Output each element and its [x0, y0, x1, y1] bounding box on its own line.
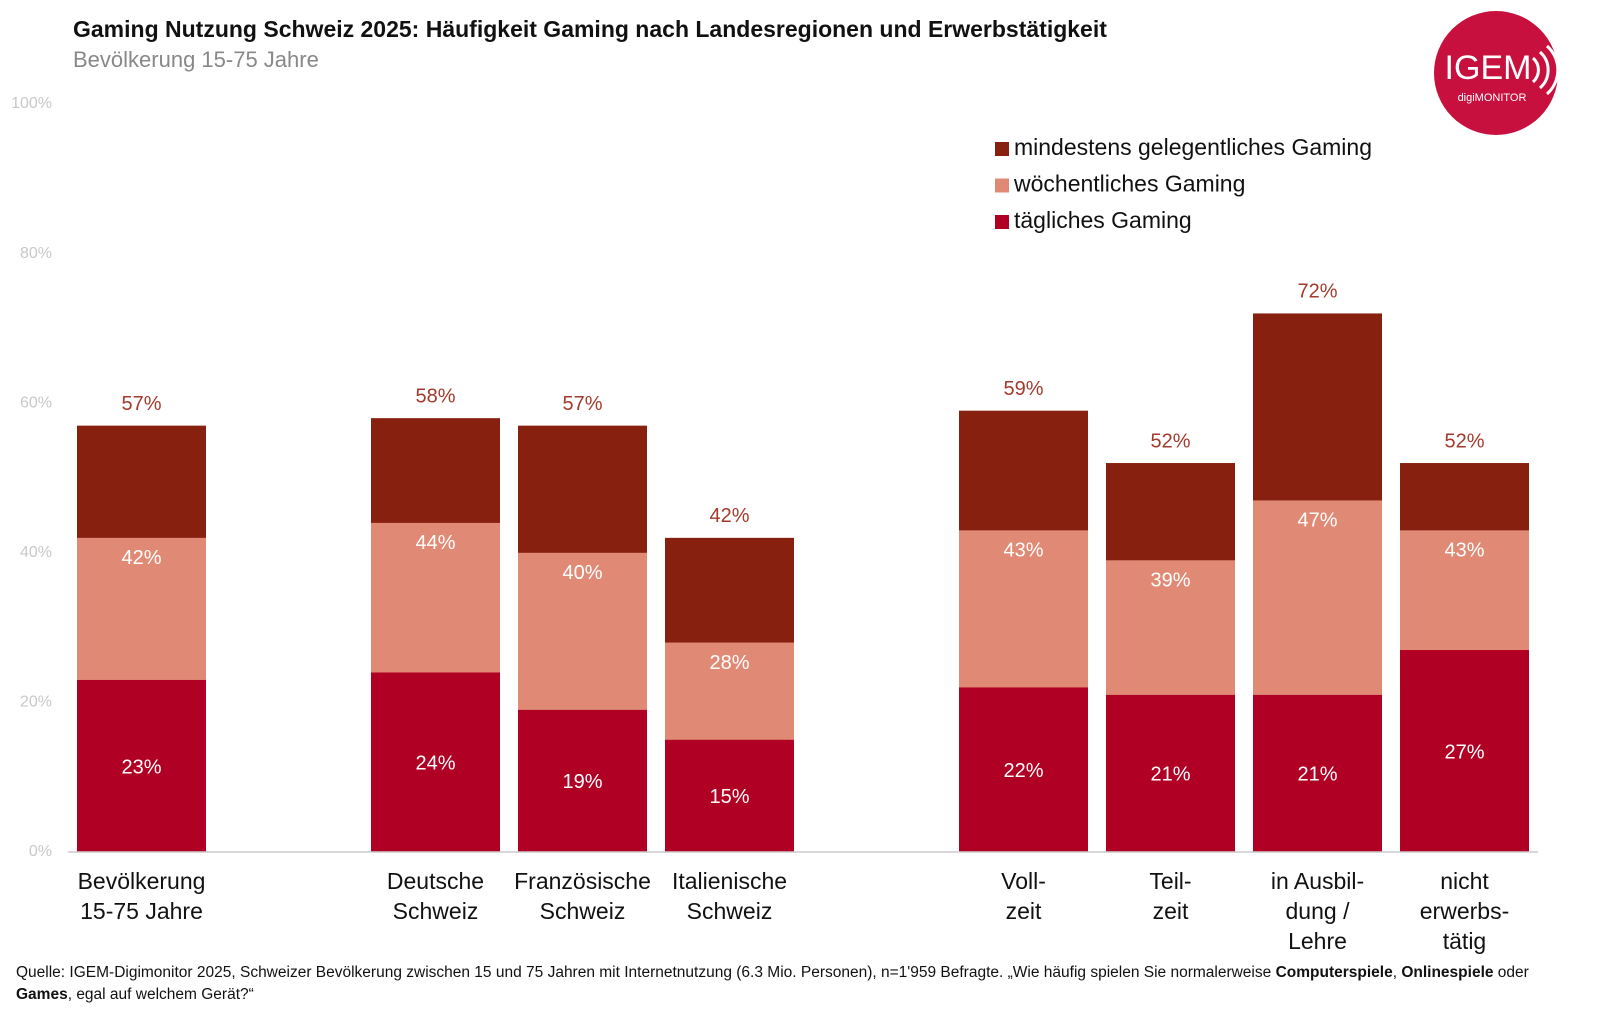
legend-swatch: [995, 178, 1009, 193]
value-label: 72%: [1297, 281, 1337, 303]
bar: [77, 679, 206, 852]
value-label: 52%: [1444, 430, 1484, 452]
source-part: ,: [1392, 964, 1402, 981]
source-part: Computerspiele: [1275, 964, 1393, 981]
bar: [1400, 650, 1529, 852]
x-tick-label: in Ausbil- dung / Lehre: [1270, 868, 1365, 954]
source-part: , egal auf welchem Gerät?“: [67, 986, 254, 1003]
value-label: 28%: [709, 652, 749, 674]
x-tick-label: Deutsche Schweiz: [386, 868, 485, 924]
x-tick-label: Italienische Schweiz: [671, 868, 788, 924]
x-tick-label: Französische Schweiz: [514, 868, 651, 924]
y-tick-label: 60%: [20, 394, 52, 411]
bar: [665, 739, 794, 852]
source-note: Quelle: IGEM-Digimonitor 2025, Schweizer…: [16, 962, 1551, 1006]
value-label: 47%: [1297, 510, 1337, 532]
bar: [1106, 694, 1235, 852]
source-part: Quelle: IGEM-Digimonitor 2025, Schweizer…: [16, 964, 1276, 981]
value-label: 22%: [1003, 760, 1043, 782]
x-tick-label: Bevölkerung 15-75 Jahre: [77, 868, 206, 924]
value-label: 19%: [562, 771, 602, 793]
source-part: Games: [16, 986, 68, 1003]
y-tick-label: 40%: [20, 544, 52, 561]
bar: [1253, 694, 1382, 852]
logo-subtext: digiMONITOR: [1458, 92, 1527, 104]
value-label: 27%: [1444, 741, 1484, 763]
value-label: 42%: [121, 547, 161, 569]
y-tick-label: 20%: [20, 694, 52, 711]
chart-title: Gaming Nutzung Schweiz 2025: Häufigkeit …: [73, 16, 1107, 42]
y-tick-label: 100%: [11, 95, 52, 112]
value-label: 57%: [121, 393, 161, 415]
value-label: 44%: [415, 532, 455, 554]
legend-label: wöchentliches Gaming: [1013, 171, 1245, 197]
value-label: 21%: [1150, 764, 1190, 786]
y-tick-label: 0%: [29, 843, 52, 860]
source-part: Onlinespiele: [1401, 964, 1494, 981]
chart-subtitle: Bevölkerung 15-75 Jahre: [73, 47, 319, 72]
logo-waves: [1531, 44, 1560, 96]
value-label: 23%: [121, 756, 161, 778]
value-label: 42%: [709, 505, 749, 527]
x-tick-label: nicht erwerbs- tätig: [1419, 868, 1510, 954]
value-label: 40%: [562, 562, 602, 584]
value-label: 58%: [415, 385, 455, 407]
value-label: 21%: [1297, 764, 1337, 786]
value-label: 24%: [415, 753, 455, 775]
bar: [518, 709, 647, 852]
legend-swatch: [995, 215, 1009, 229]
bar: [959, 687, 1088, 852]
value-label: 39%: [1150, 570, 1190, 592]
source-part: oder: [1493, 964, 1529, 981]
logo-text: IGEM: [1445, 49, 1532, 87]
value-label: 43%: [1003, 540, 1043, 562]
x-tick-label: Teil- zeit: [1149, 868, 1192, 924]
logo: IGEM digiMONITOR: [1434, 11, 1560, 135]
value-label: 52%: [1150, 430, 1190, 452]
logo-circle: [1434, 11, 1558, 135]
value-label: 43%: [1444, 540, 1484, 562]
value-label: 15%: [709, 786, 749, 808]
legend-label: tägliches Gaming: [1014, 207, 1192, 233]
legend-label: mindestens gelegentliches Gaming: [1014, 134, 1372, 160]
value-label: 57%: [562, 393, 602, 415]
y-tick-label: 80%: [20, 245, 52, 262]
x-tick-label: Voll- zeit: [1001, 868, 1046, 924]
value-label: 59%: [1003, 378, 1043, 400]
bar: [371, 672, 500, 852]
legend-swatch: [995, 142, 1009, 156]
